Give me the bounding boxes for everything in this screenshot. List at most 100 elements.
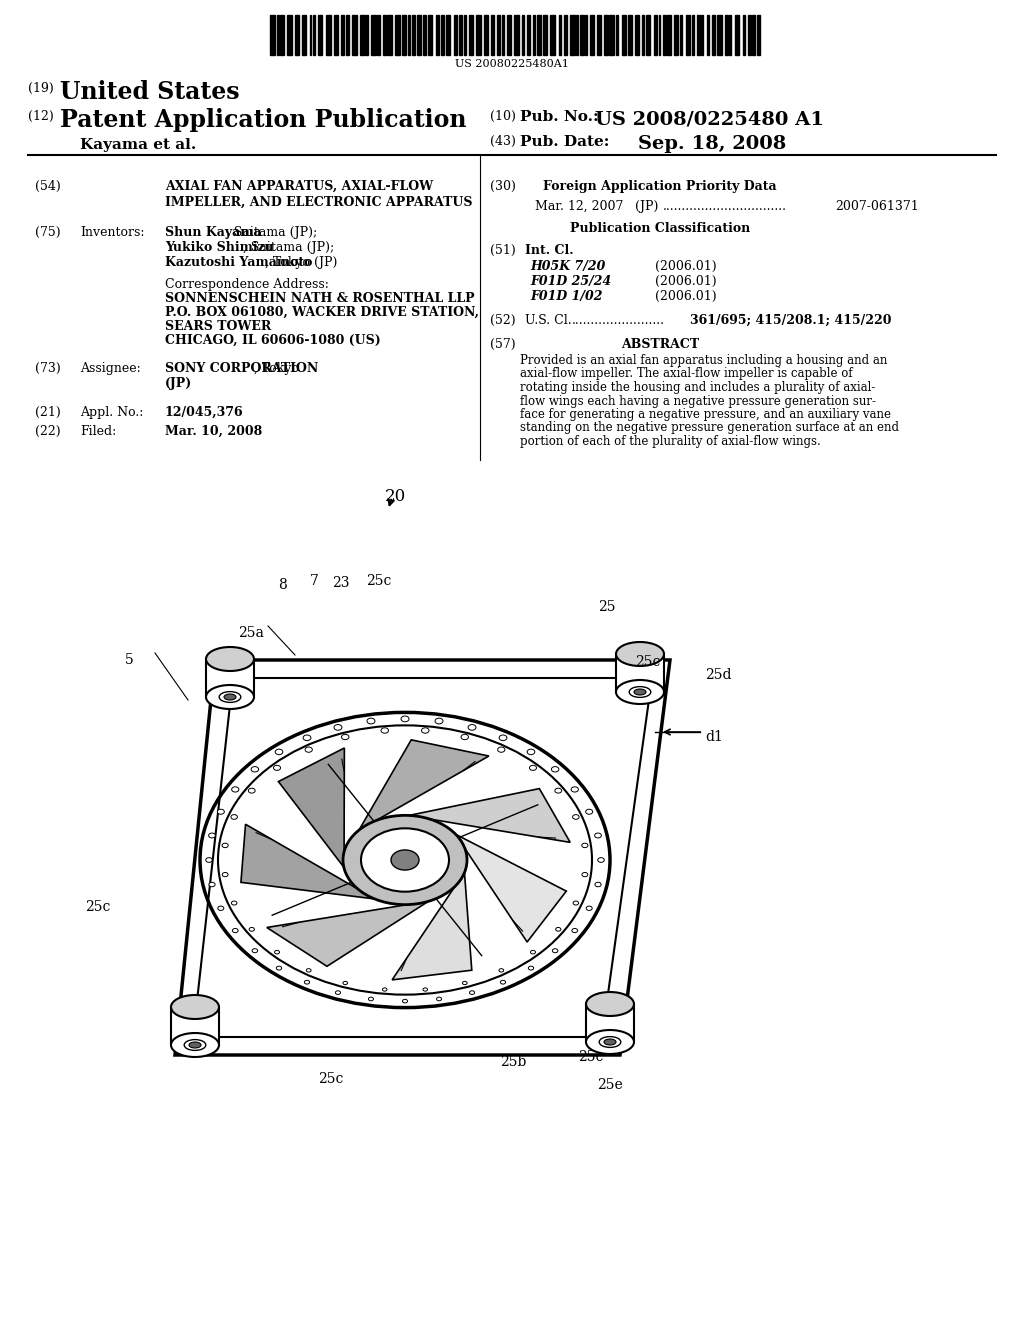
Bar — [712, 15, 715, 55]
Bar — [585, 15, 587, 55]
Text: IMPELLER, AND ELECTRONIC APPARATUS: IMPELLER, AND ELECTRONIC APPARATUS — [165, 195, 472, 209]
Bar — [171, 1007, 219, 1045]
Text: flow wings each having a negative pressure generation sur-: flow wings each having a negative pressu… — [520, 395, 876, 408]
Text: ................................: ................................ — [663, 201, 787, 213]
Ellipse shape — [599, 1036, 621, 1047]
Polygon shape — [456, 834, 566, 942]
Ellipse shape — [573, 902, 579, 906]
Text: AXIAL FAN APPARATUS, AXIAL-FLOW: AXIAL FAN APPARATUS, AXIAL-FLOW — [165, 180, 433, 193]
Ellipse shape — [231, 902, 237, 906]
Bar — [514, 15, 519, 55]
Bar — [371, 15, 376, 55]
Bar — [577, 15, 579, 55]
Bar — [654, 15, 656, 55]
Bar — [564, 15, 567, 55]
Polygon shape — [241, 824, 375, 899]
Ellipse shape — [604, 1039, 616, 1045]
Ellipse shape — [556, 928, 561, 931]
Ellipse shape — [249, 928, 254, 931]
Ellipse shape — [468, 725, 476, 730]
Bar — [281, 15, 284, 55]
Ellipse shape — [529, 766, 537, 771]
Text: 25c: 25c — [366, 574, 391, 587]
Bar — [455, 15, 457, 55]
Text: 25: 25 — [598, 601, 615, 614]
Bar — [729, 15, 731, 55]
Text: 20: 20 — [385, 488, 407, 506]
Ellipse shape — [586, 906, 592, 911]
Bar — [718, 15, 722, 55]
Ellipse shape — [501, 981, 506, 985]
Text: ABSTRACT: ABSTRACT — [621, 338, 699, 351]
Ellipse shape — [224, 694, 236, 700]
Ellipse shape — [595, 882, 601, 887]
Ellipse shape — [230, 814, 238, 820]
Ellipse shape — [572, 814, 580, 820]
Bar — [537, 15, 541, 55]
Bar — [412, 15, 415, 55]
Bar — [590, 15, 594, 55]
Text: SONY CORPORATION: SONY CORPORATION — [165, 362, 318, 375]
Ellipse shape — [381, 727, 388, 733]
Bar — [302, 15, 306, 55]
Ellipse shape — [184, 1040, 206, 1051]
Text: Filed:: Filed: — [80, 425, 117, 438]
Text: SONNENSCHEIN NATH & ROSENTHAL LLP: SONNENSCHEIN NATH & ROSENTHAL LLP — [165, 292, 475, 305]
Bar — [697, 15, 699, 55]
Bar — [446, 15, 451, 55]
Bar — [743, 15, 744, 55]
Ellipse shape — [218, 906, 224, 911]
Bar — [646, 15, 650, 55]
Text: Publication Classification: Publication Classification — [570, 222, 751, 235]
Ellipse shape — [171, 995, 219, 1019]
Text: (54): (54) — [35, 180, 60, 193]
Ellipse shape — [252, 949, 258, 953]
Text: Mar. 10, 2008: Mar. 10, 2008 — [165, 425, 262, 438]
Text: 25c: 25c — [578, 1049, 603, 1064]
Polygon shape — [392, 873, 472, 979]
Ellipse shape — [391, 850, 419, 870]
Ellipse shape — [336, 991, 341, 994]
Text: Correspondence Address:: Correspondence Address: — [165, 279, 329, 290]
Ellipse shape — [219, 692, 241, 702]
Ellipse shape — [528, 966, 534, 970]
Ellipse shape — [499, 969, 504, 972]
Bar — [387, 15, 392, 55]
Ellipse shape — [582, 843, 588, 847]
Ellipse shape — [383, 987, 387, 991]
Ellipse shape — [616, 680, 664, 704]
Ellipse shape — [273, 766, 281, 771]
Bar — [395, 15, 399, 55]
Text: 25d: 25d — [705, 668, 731, 682]
Text: 7: 7 — [310, 574, 318, 587]
Ellipse shape — [498, 747, 505, 752]
Text: , Saitama (JP);: , Saitama (JP); — [226, 226, 317, 239]
Text: Kazutoshi Yamamoto: Kazutoshi Yamamoto — [165, 256, 312, 269]
Bar — [629, 15, 632, 55]
Ellipse shape — [598, 858, 604, 862]
Ellipse shape — [435, 718, 443, 723]
Polygon shape — [175, 660, 670, 1055]
Text: (21): (21) — [35, 407, 60, 418]
Bar — [502, 15, 504, 55]
Text: (JP): (JP) — [635, 201, 658, 213]
Bar — [543, 15, 547, 55]
Bar — [616, 653, 664, 692]
Bar — [377, 15, 380, 55]
Text: (10): (10) — [490, 110, 516, 123]
Ellipse shape — [343, 981, 347, 985]
Ellipse shape — [595, 833, 601, 838]
Ellipse shape — [634, 689, 646, 696]
Ellipse shape — [222, 843, 228, 847]
Ellipse shape — [171, 1034, 219, 1057]
Text: , Tokyo (JP): , Tokyo (JP) — [265, 256, 338, 269]
Bar — [295, 15, 299, 55]
Bar — [402, 15, 407, 55]
Bar — [508, 15, 511, 55]
Ellipse shape — [209, 833, 215, 838]
Text: 25b: 25b — [500, 1055, 526, 1069]
Bar — [312, 15, 315, 55]
Ellipse shape — [586, 993, 634, 1016]
Bar — [476, 15, 481, 55]
Bar — [428, 15, 432, 55]
